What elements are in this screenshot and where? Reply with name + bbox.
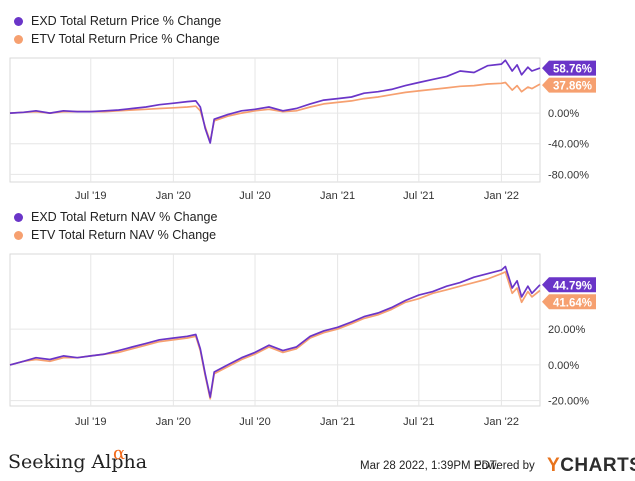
x-tick-label: Jul '20 bbox=[239, 190, 270, 202]
chart1-legend: EXD Total Return Price % Change ETV Tota… bbox=[14, 12, 221, 48]
end-value-tag-bg bbox=[542, 77, 596, 93]
x-tick-label: Jul '21 bbox=[403, 416, 434, 428]
x-tick-label: Jan '21 bbox=[320, 416, 355, 428]
legend-label: ETV Total Return NAV % Change bbox=[31, 228, 217, 242]
y-tick-label: -20.00% bbox=[548, 396, 589, 408]
x-tick-label: Jan '22 bbox=[484, 190, 519, 202]
ycharts-logo[interactable]: YCHARTS bbox=[547, 455, 635, 477]
series-line-etv bbox=[9, 271, 541, 400]
legend-item-exd-nav[interactable]: EXD Total Return NAV % Change bbox=[14, 208, 217, 226]
ycharts-logo-y: Y bbox=[547, 455, 561, 476]
series-line-exd bbox=[9, 265, 541, 398]
y-tick-label: 20.00% bbox=[548, 324, 586, 336]
x-tick-label: Jan '22 bbox=[484, 416, 519, 428]
end-value-label: 41.64% bbox=[553, 297, 592, 309]
plot-frame bbox=[9, 57, 541, 183]
end-value-tag: 41.64% bbox=[542, 294, 596, 310]
end-value-tag-bg bbox=[542, 277, 596, 293]
series-line-exd bbox=[9, 59, 541, 144]
y-tick-label: 0.00% bbox=[548, 360, 579, 372]
x-tick-label: Jul '19 bbox=[75, 416, 106, 428]
legend-label: EXD Total Return NAV % Change bbox=[31, 210, 218, 224]
legend-dot-icon bbox=[14, 212, 23, 222]
end-value-tag: 44.79% bbox=[542, 277, 596, 293]
ycharts-logo-text: CHARTS bbox=[560, 455, 635, 476]
end-value-tag-bg bbox=[542, 294, 596, 310]
end-value-label: 44.79% bbox=[553, 280, 592, 292]
x-tick-label: Jan '20 bbox=[156, 416, 191, 428]
powered-by-label: Powered by bbox=[474, 460, 535, 472]
legend-item-etv-nav[interactable]: ETV Total Return NAV % Change bbox=[14, 226, 217, 244]
y-tick-label: 0.00% bbox=[548, 108, 579, 120]
legend-label: ETV Total Return Price % Change bbox=[31, 32, 220, 46]
x-tick-label: Jan '20 bbox=[156, 190, 191, 202]
y-tick-label: -80.00% bbox=[548, 169, 589, 181]
end-value-tag: 58.76% bbox=[542, 60, 596, 76]
nav-change-chart: 20.00% 0.00% -20.00% Jul '19 Jan '20 Jul '20 J… bbox=[9, 253, 596, 428]
seeking-alpha-logo[interactable]: Seeking Alpha bbox=[8, 451, 148, 473]
legend-dot-icon bbox=[14, 16, 23, 26]
legend-item-etv-price[interactable]: ETV Total Return Price % Change bbox=[14, 30, 221, 48]
plot-frame bbox=[9, 253, 541, 407]
x-tick-label: Jul '21 bbox=[403, 190, 434, 202]
legend-label: EXD Total Return Price % Change bbox=[31, 14, 222, 28]
x-tick-label: Jan '21 bbox=[320, 190, 355, 202]
x-tick-label: Jul '19 bbox=[75, 190, 106, 202]
end-value-label: 58.76% bbox=[553, 64, 592, 76]
legend-dot-icon bbox=[14, 230, 23, 240]
chart2-legend: EXD Total Return NAV % Change ETV Total … bbox=[14, 208, 217, 244]
end-value-tag-bg bbox=[542, 60, 596, 76]
legend-dot-icon bbox=[14, 34, 23, 44]
x-tick-label: Jul '20 bbox=[239, 416, 270, 428]
price-change-chart: 0.00% -40.00% -80.00% Jul '19 Jan '20 Jul '20… bbox=[9, 57, 596, 202]
footer-timestamp: Mar 28 2022, 1:39PM EDT. bbox=[360, 460, 499, 472]
end-value-label: 37.86% bbox=[553, 81, 592, 93]
alpha-logo-mark: α bbox=[113, 443, 126, 464]
end-value-tag: 37.86% bbox=[542, 77, 596, 93]
y-tick-label: -40.00% bbox=[548, 139, 589, 151]
legend-item-exd-price[interactable]: EXD Total Return Price % Change bbox=[14, 12, 221, 30]
